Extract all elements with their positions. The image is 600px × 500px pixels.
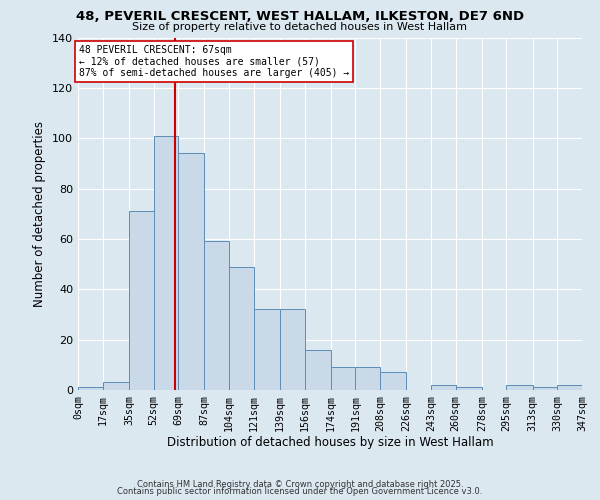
Y-axis label: Number of detached properties: Number of detached properties	[34, 120, 46, 306]
Bar	[178, 154, 205, 390]
Text: Contains HM Land Registry data © Crown copyright and database right 2025.: Contains HM Land Registry data © Crown c…	[137, 480, 463, 489]
Bar	[229, 266, 254, 390]
Bar	[506, 385, 533, 390]
Text: 48, PEVERIL CRESCENT, WEST HALLAM, ILKESTON, DE7 6ND: 48, PEVERIL CRESCENT, WEST HALLAM, ILKES…	[76, 10, 524, 23]
Bar	[78, 388, 103, 390]
Bar	[557, 385, 582, 390]
Bar	[280, 310, 305, 390]
Bar	[331, 368, 355, 390]
Bar	[129, 211, 154, 390]
Text: 48 PEVERIL CRESCENT: 67sqm
← 12% of detached houses are smaller (57)
87% of semi: 48 PEVERIL CRESCENT: 67sqm ← 12% of deta…	[79, 45, 349, 78]
Bar	[154, 136, 178, 390]
Bar	[103, 382, 129, 390]
Bar	[254, 310, 280, 390]
Bar	[455, 388, 482, 390]
Bar	[380, 372, 406, 390]
Text: Contains public sector information licensed under the Open Government Licence v3: Contains public sector information licen…	[118, 487, 482, 496]
X-axis label: Distribution of detached houses by size in West Hallam: Distribution of detached houses by size …	[167, 436, 493, 450]
Bar	[431, 385, 455, 390]
Bar	[205, 242, 229, 390]
Bar	[305, 350, 331, 390]
Bar	[355, 368, 380, 390]
Text: Size of property relative to detached houses in West Hallam: Size of property relative to detached ho…	[133, 22, 467, 32]
Bar	[533, 388, 557, 390]
